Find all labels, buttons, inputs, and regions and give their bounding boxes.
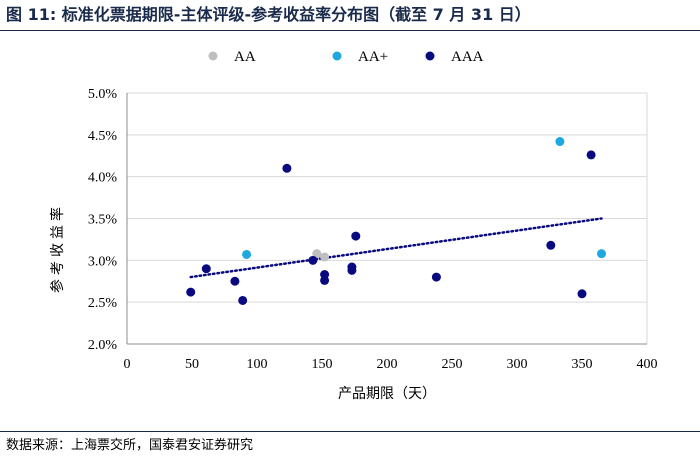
point-aaa (546, 240, 556, 250)
gridlines (127, 92, 648, 344)
point-aa-plus (555, 137, 565, 147)
point-aaa (320, 275, 330, 285)
x-tick-label: 250 (442, 357, 463, 372)
legend-label: AA+ (358, 49, 388, 65)
y-tick-label: 5.0% (88, 87, 118, 102)
data-points (186, 137, 606, 305)
point-aa (312, 249, 322, 259)
legend-marker-aaa (425, 51, 435, 61)
x-tick-label: 350 (572, 357, 593, 372)
point-aa-plus (597, 249, 606, 259)
point-aaa (347, 265, 357, 275)
x-tick-labels: 0 50 100 150 200 250 300 350 400 (124, 357, 658, 372)
legend-label: AA (234, 49, 256, 65)
legend-label: AAA (451, 49, 484, 65)
y-tick-labels: 2.0% 2.5% 3.0% 3.5% 4.0% 4.5% 5.0% (88, 87, 118, 353)
trendline-group (189, 217, 603, 279)
point-aaa (308, 255, 318, 265)
point-aaa (230, 276, 240, 286)
x-tick-label: 300 (507, 357, 528, 372)
legend-marker-aa (208, 51, 218, 61)
point-aaa (282, 163, 292, 173)
y-axis-label: 参考收益率 (49, 203, 66, 293)
source-rule (0, 431, 700, 432)
point-aaa (586, 150, 596, 160)
trendline (189, 217, 603, 279)
point-aaa (431, 272, 441, 282)
point-aa-plus (242, 249, 252, 259)
point-aaa (351, 231, 361, 241)
x-tick-label: 50 (185, 357, 199, 372)
x-tick-label: 200 (377, 357, 398, 372)
scatter-chart: AA AA+ AAA 0 50 100 150 200 250 300 350 400 2.0%2.… (49, 49, 658, 402)
x-tick-label: 400 (637, 357, 658, 372)
y-tick-label: 4.5% (88, 129, 118, 144)
y-tick-label: 3.5% (88, 213, 118, 228)
legend-marker-aa-plus (332, 51, 342, 61)
title-rule (0, 30, 700, 31)
point-aaa (238, 295, 248, 305)
x-tick-label: 100 (247, 357, 268, 372)
x-tick-label: 0 (124, 357, 131, 372)
y-tick-label: 2.5% (88, 296, 118, 311)
point-aaa (201, 264, 211, 274)
y-tick-label: 3.0% (88, 254, 118, 269)
x-tick-label: 150 (312, 357, 333, 372)
y-tick-label: 4.0% (88, 171, 118, 186)
point-aa (320, 252, 330, 262)
figure-title: 图 11: 标准化票据期限-主体评级-参考收益率分布图（截至 7 月 31 日） (6, 5, 531, 24)
point-aaa (577, 289, 587, 299)
y-tick-label: 2.0% (88, 338, 118, 353)
axes (126, 93, 647, 345)
source-note: 数据来源：上海票交所，国泰君安证券研究 (6, 438, 254, 453)
legend: AA AA+ AAA (208, 49, 484, 65)
x-axis-label: 产品期限（天） (338, 386, 436, 402)
point-aaa (186, 287, 196, 297)
